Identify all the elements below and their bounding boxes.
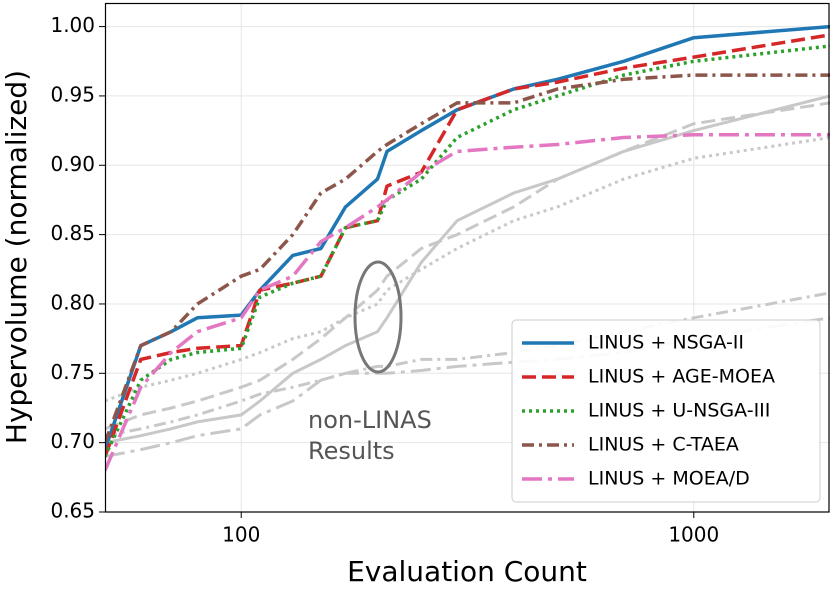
legend: LINUS + NSGA-II LINUS + AGE-MOEA LINUS + U… (511, 319, 821, 503)
series-line (105, 73, 830, 444)
background-line (105, 101, 830, 431)
ticks: 0.65 0.70 0.75 0.80 0.85 0.90 0.95 1.00 100 1000 (50, 13, 719, 546)
legend-label: LINUS + MOEA/D (588, 468, 750, 490)
background-line (105, 94, 830, 445)
x-axis-label: Evaluation Count (347, 555, 587, 588)
y-tick-label: 0.85 (50, 221, 95, 245)
annotation: non-LINAS (308, 406, 432, 434)
x-tick-label: 100 (222, 523, 260, 547)
y-tick-label: 0.70 (50, 429, 95, 453)
y-tick-label: 0.65 (50, 499, 95, 523)
y-tick-label: 0.80 (50, 290, 95, 314)
x-tick-label: 1000 (668, 523, 719, 547)
series-line (105, 133, 830, 472)
highlight-ellipse (353, 260, 403, 374)
y-tick-label: 0.95 (50, 82, 95, 106)
legend-label: LINUS + U-NSGA-III (588, 400, 770, 422)
y-tick-label: 0.90 (50, 152, 95, 176)
plot-frame (104, 2, 830, 513)
y-tick-label: 1.00 (50, 13, 95, 37)
background-line (105, 136, 830, 403)
legend-box (511, 319, 821, 503)
legend-label: LINUS + AGE-MOEA (588, 366, 775, 388)
y-axis-label: Hypervolume (normalized) (0, 70, 33, 444)
annotation: Results (308, 437, 395, 465)
legend-label: LINUS + C-TAEA (588, 434, 739, 456)
series-line (105, 24, 830, 451)
legend-label: LINUS + NSGA-II (588, 332, 744, 354)
y-tick-label: 0.75 (50, 360, 95, 384)
